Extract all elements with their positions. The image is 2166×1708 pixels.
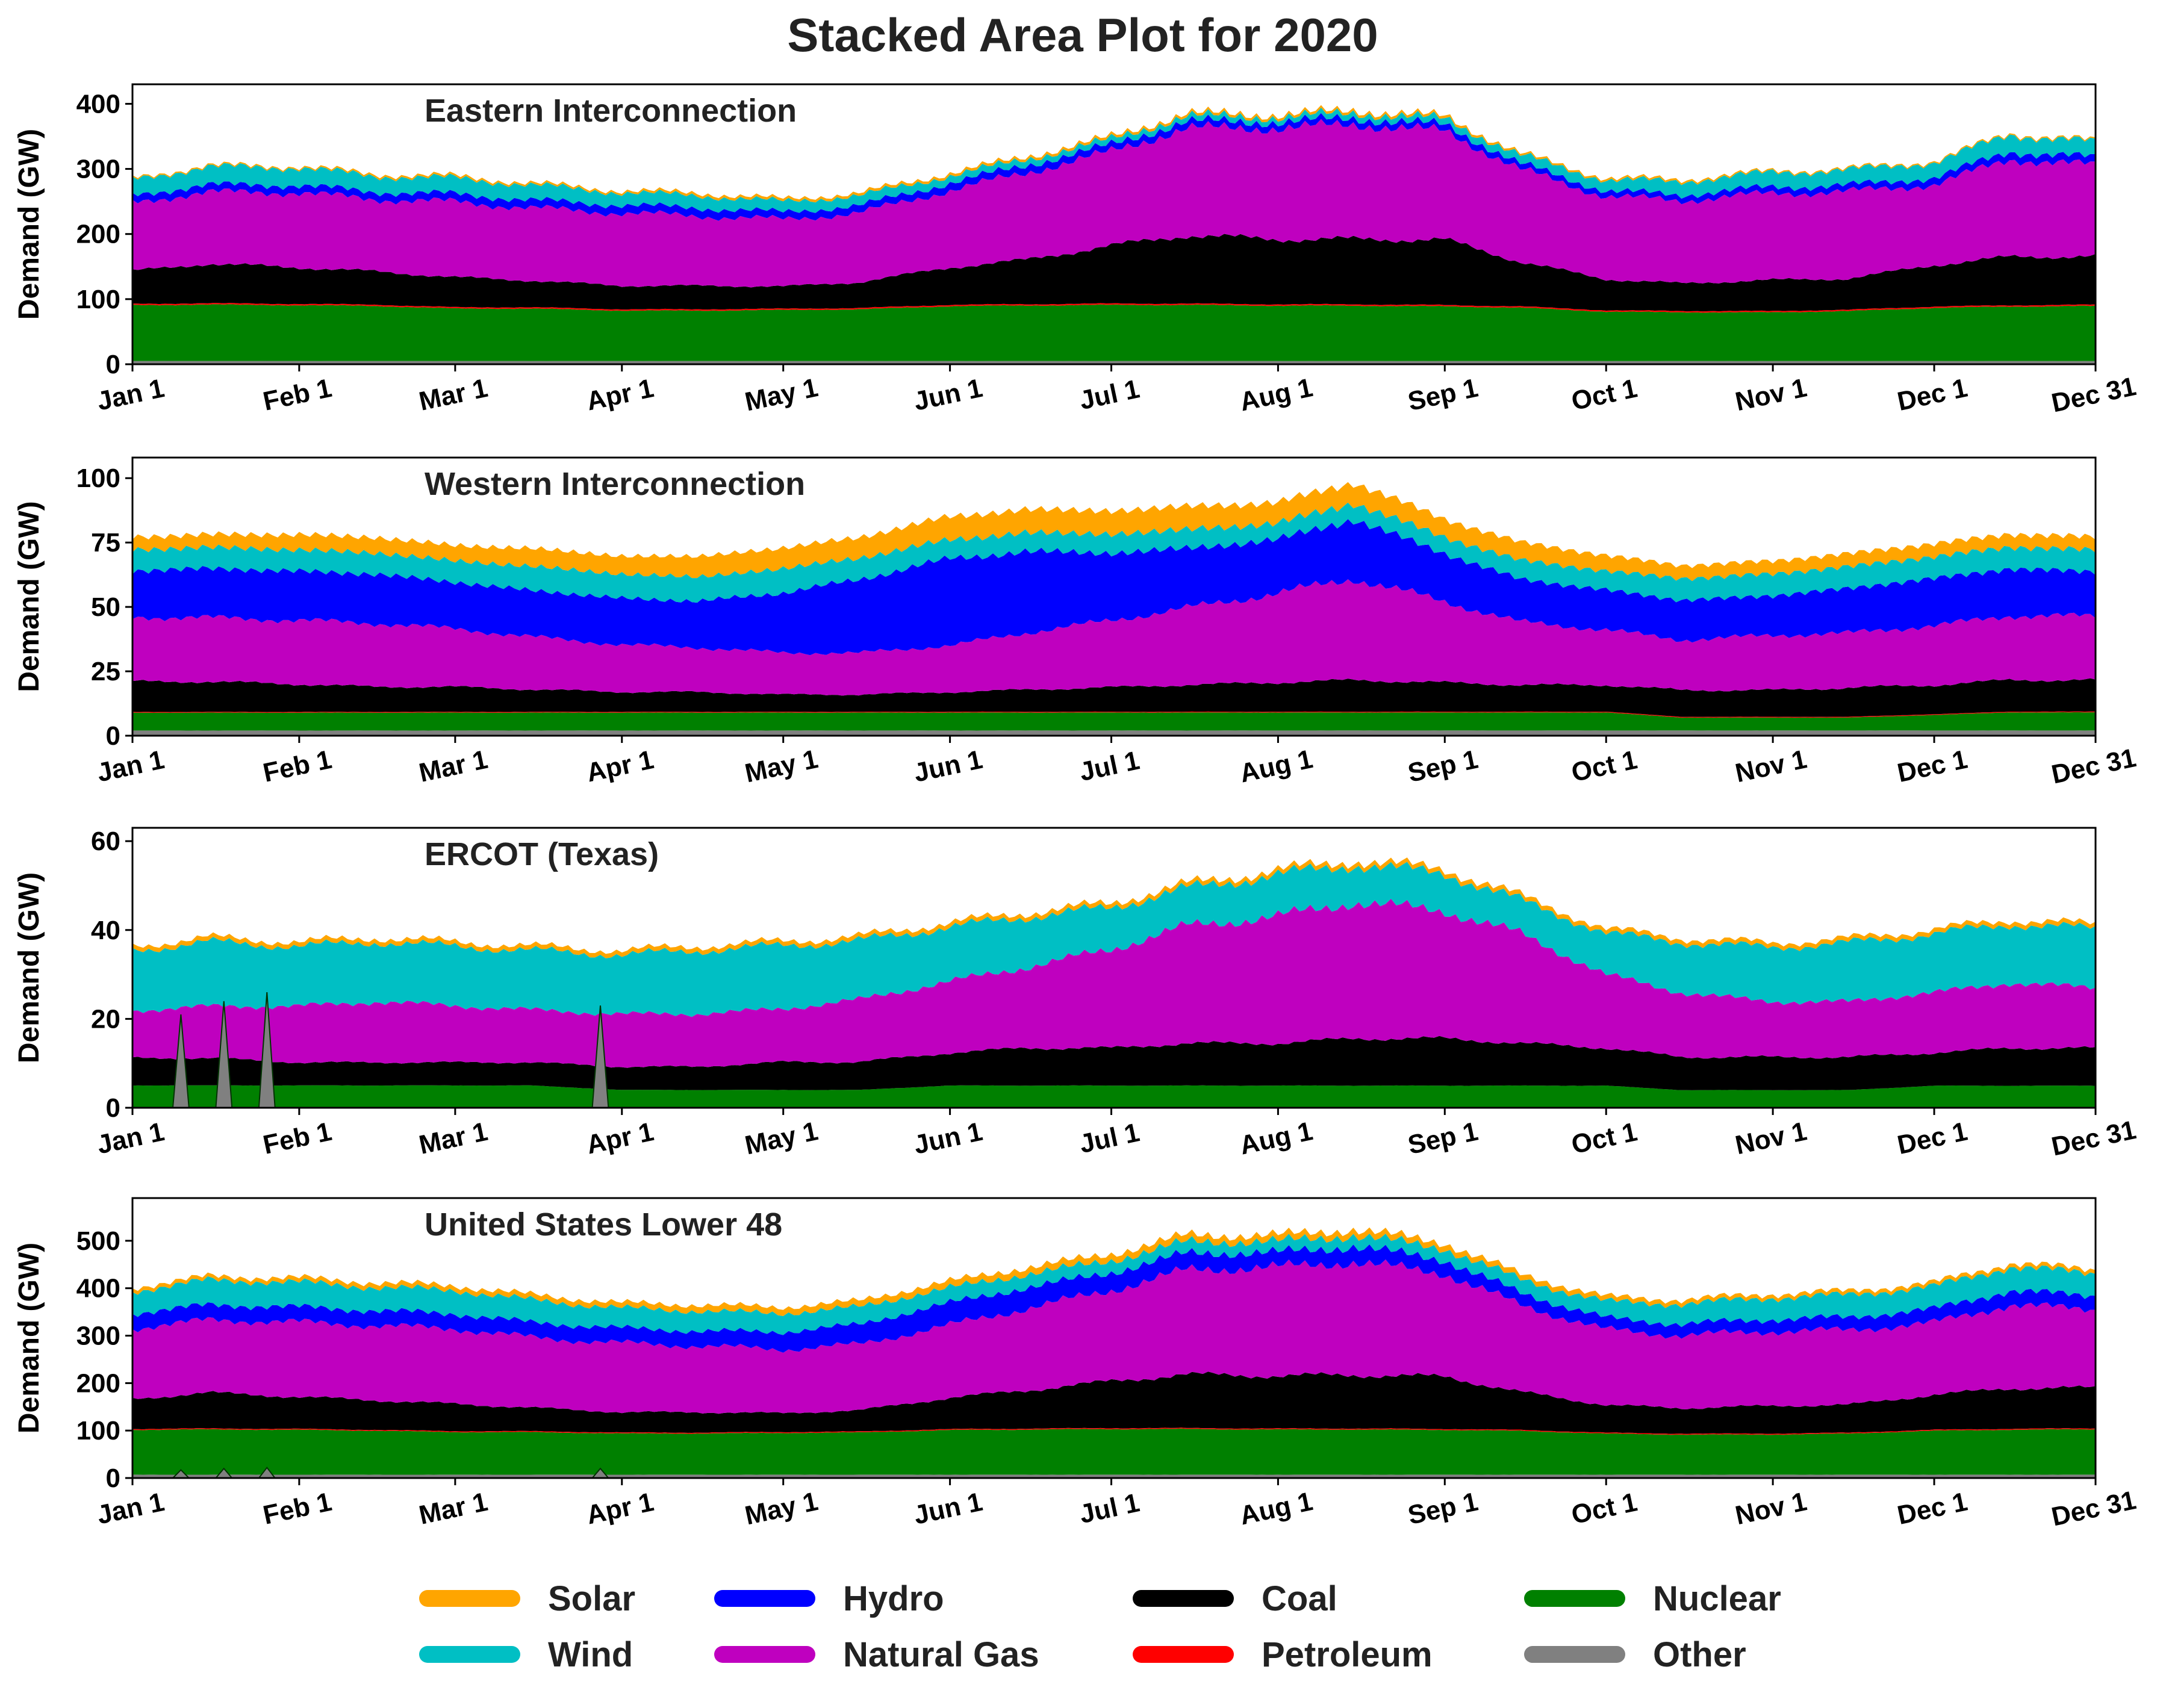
legend: Solar Wind Hydro Natural Gas Coal Petroleum Nu… [419, 1579, 1781, 1674]
y-tick-label: 20 [91, 1004, 120, 1034]
area-petroleum-eastern-interconnection [132, 303, 2096, 313]
area-nuclear-western-interconnection [132, 712, 2096, 731]
y-tick-label: 400 [76, 1274, 120, 1303]
y-tick-label: 200 [76, 1368, 120, 1398]
y-tick-label: 75 [91, 528, 120, 557]
area-solar-western-interconnection [132, 482, 2096, 582]
y-axis-label: Demand (GW) [13, 129, 45, 320]
y-tick-label: 200 [76, 220, 120, 249]
area-nuclear-eastern-interconnection [132, 304, 2096, 361]
area-petroleum-united-states-lower-48 [132, 1427, 2096, 1435]
legend-label-other: Other [1653, 1635, 1746, 1674]
area-natural-gas-eastern-interconnection [132, 119, 2096, 288]
axes-frame [131, 827, 2097, 1109]
area-natural-gas-western-interconnection [132, 579, 2096, 696]
y-tick-label: 500 [76, 1226, 120, 1256]
area-coal-eastern-interconnection [132, 234, 2096, 312]
y-tick-label: 25 [91, 657, 120, 686]
y-axis-label: Demand (GW) [13, 872, 45, 1063]
y-tick-label: 300 [76, 155, 120, 184]
area-solar-ercot-texas [132, 857, 2096, 958]
y-tick-label: 0 [106, 721, 120, 751]
y-axis-label: Demand (GW) [13, 501, 45, 692]
area-natural-gas-ercot-texas [132, 898, 2096, 1068]
y-tick-label: 300 [76, 1321, 120, 1351]
region-label: ERCOT (Texas) [425, 836, 659, 872]
area-coal-western-interconnection [132, 678, 2096, 717]
area-wind-western-interconnection [132, 502, 2096, 603]
legend-label-natural-gas: Natural Gas [843, 1635, 1039, 1674]
legend-label-nuclear: Nuclear [1653, 1579, 1781, 1618]
area-wind-ercot-texas [132, 862, 2096, 1017]
area-nuclear-ercot-texas [132, 1085, 2096, 1108]
area-other-western-interconnection [132, 730, 2096, 736]
area-coal-ercot-texas [132, 1036, 2096, 1090]
legend-label-wind: Wind [548, 1635, 633, 1674]
legend-label-hydro: Hydro [843, 1579, 944, 1618]
legend-label-petroleum: Petroleum [1262, 1635, 1433, 1674]
y-tick-label: 60 [91, 827, 120, 856]
y-tick-label: 400 [76, 89, 120, 119]
area-nuclear-united-states-lower-48 [132, 1428, 2096, 1475]
y-tick-label: 100 [76, 464, 120, 493]
y-tick-label: 0 [106, 1464, 120, 1493]
legend-label-solar: Solar [548, 1579, 635, 1618]
y-tick-label: 100 [76, 1416, 120, 1446]
y-tick-label: 40 [91, 916, 120, 945]
axes-frame [131, 1197, 2097, 1479]
y-tick-label: 100 [76, 285, 120, 314]
region-label: Western Interconnection [425, 466, 805, 502]
axes-frame [131, 456, 2097, 737]
y-axis-label: Demand (GW) [13, 1243, 45, 1433]
area-hydro-eastern-interconnection [132, 113, 2096, 221]
chart-title: Stacked Area Plot for 2020 [787, 8, 1378, 61]
y-tick-label: 50 [91, 592, 120, 622]
area-coal-united-states-lower-48 [132, 1371, 2096, 1434]
y-tick-label: 0 [106, 350, 120, 379]
area-hydro-western-interconnection [132, 519, 2096, 656]
area-wind-eastern-interconnection [132, 107, 2096, 213]
area-natural-gas-united-states-lower-48 [132, 1259, 2096, 1414]
legend-label-coal: Coal [1262, 1579, 1337, 1618]
region-label: United States Lower 48 [425, 1206, 782, 1243]
area-wind-united-states-lower-48 [132, 1234, 2096, 1335]
axes-frame [131, 83, 2097, 365]
y-tick-label: 0 [106, 1093, 120, 1123]
area-hydro-united-states-lower-48 [132, 1244, 2096, 1353]
area-petroleum-western-interconnection [132, 711, 2096, 718]
region-label: Eastern Interconnection [425, 93, 797, 129]
